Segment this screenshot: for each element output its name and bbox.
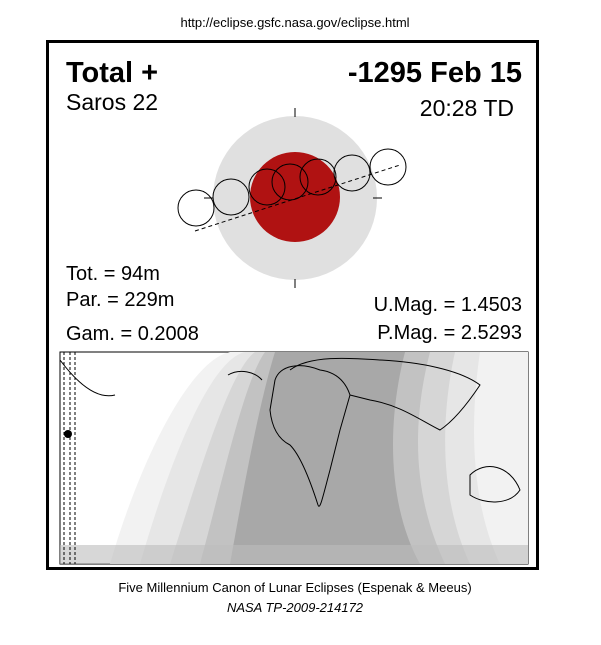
australia [469,466,521,503]
saros: Saros 22 [66,89,158,115]
footer-reference: NASA TP-2009-214172 [227,600,364,615]
eurasia [289,357,481,431]
visibility-map [59,351,529,565]
moon [369,148,407,186]
url: http://eclipse.gsfc.nasa.gov/eclipse.htm… [180,15,409,30]
footer-credit: Five Millennium Canon of Lunar Eclipses … [118,580,471,595]
moon [299,158,337,196]
gamma: Gam. = 0.2008 [66,323,199,345]
frame [46,40,539,570]
eclipse-date: -1295 Feb 15 [348,57,522,89]
shadow-diagram [177,108,407,288]
penumbral-magnitude: P.Mag. = 2.5293 [377,322,522,344]
moon [177,189,215,227]
moon [333,154,371,192]
umbral-magnitude: U.Mag. = 1.4503 [374,294,522,316]
moon [248,168,286,206]
moon [212,178,250,216]
partial-duration: Par. = 229m [66,289,174,311]
time: 20:28 TD [420,95,514,121]
umbral-zone [230,352,420,564]
europe-coast [227,370,263,381]
total-duration: Tot. = 94m [66,263,160,285]
africa [269,365,351,507]
moon-positions [177,148,407,227]
moon [271,163,309,201]
eclipse-type: Total + [66,57,158,89]
sub-lunar-point [64,430,72,438]
coastlines [59,357,521,507]
america [59,359,116,397]
umbra [250,152,340,242]
band [60,545,528,564]
